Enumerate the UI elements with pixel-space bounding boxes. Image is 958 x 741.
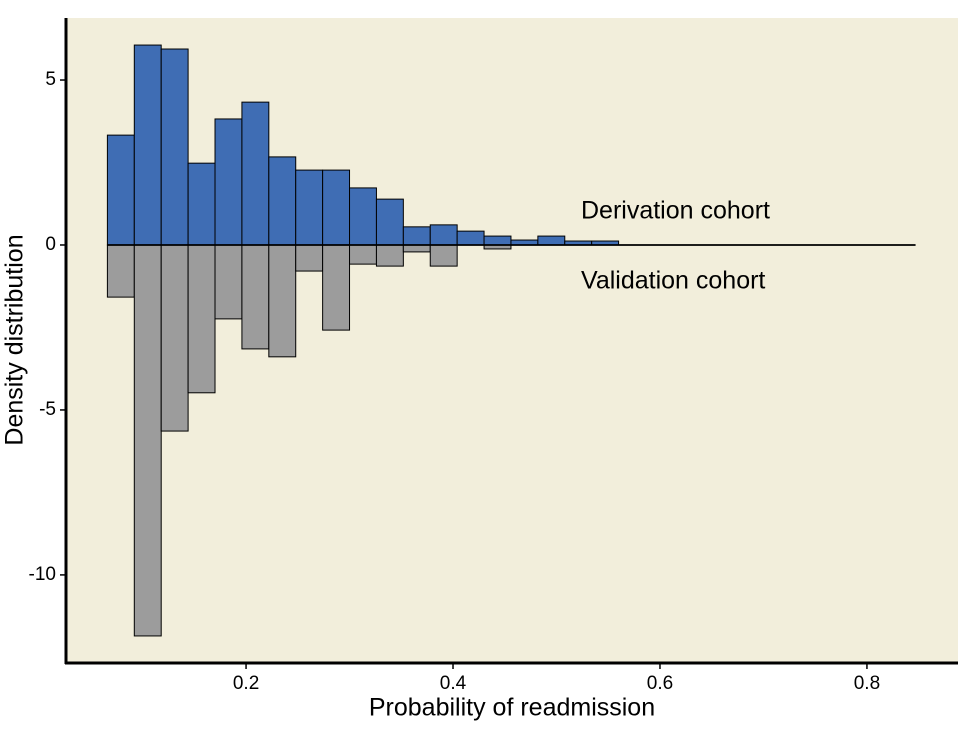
bar xyxy=(402,244,431,253)
bar xyxy=(375,198,404,246)
bar xyxy=(268,244,297,358)
bar xyxy=(214,118,243,246)
y-axis-title: Density distribution xyxy=(1,234,29,445)
bar xyxy=(429,244,458,267)
bar xyxy=(160,48,189,246)
bar xyxy=(187,244,216,394)
y-tick-label: 5 xyxy=(45,69,56,90)
x-tick-label: 0.4 xyxy=(440,673,467,694)
bar xyxy=(295,169,324,246)
x-tick-label: 0.8 xyxy=(854,673,880,694)
y-tick-label: 0 xyxy=(45,234,56,255)
series-label: Validation cohort xyxy=(581,267,765,295)
bar xyxy=(187,162,216,246)
y-tick-label: -10 xyxy=(29,564,56,585)
bar xyxy=(241,101,270,246)
bar xyxy=(295,244,324,272)
series-label: Derivation cohort xyxy=(581,197,770,225)
bar xyxy=(268,156,297,246)
x-axis-title: Probability of readmission xyxy=(369,694,655,722)
bar xyxy=(483,235,512,246)
x-tick-label: 0.2 xyxy=(233,673,259,694)
bar xyxy=(214,244,243,320)
bar xyxy=(456,230,485,246)
bar xyxy=(133,44,162,246)
bar xyxy=(106,244,135,298)
bar xyxy=(241,244,270,350)
bar xyxy=(160,244,189,432)
bar xyxy=(375,244,404,267)
bar xyxy=(106,134,135,246)
bar xyxy=(322,169,351,246)
x-tick-label: 0.6 xyxy=(647,673,673,694)
bar xyxy=(349,244,377,265)
bar xyxy=(133,244,162,637)
y-tick-label: -5 xyxy=(39,399,56,420)
bar xyxy=(402,226,431,246)
bar xyxy=(322,244,351,331)
bar xyxy=(429,224,458,246)
bar xyxy=(349,187,377,246)
bar xyxy=(537,235,566,246)
